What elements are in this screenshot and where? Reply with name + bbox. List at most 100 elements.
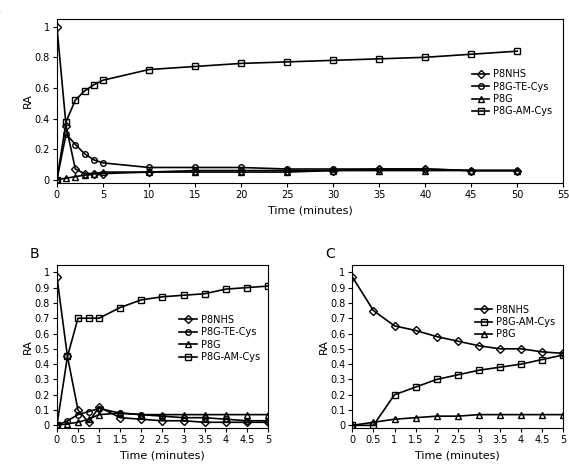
P8NHS [90, 171, 97, 177]
P8G [560, 412, 567, 417]
P8G-AM-Cys [284, 59, 291, 65]
P8G [349, 423, 356, 428]
P8G [455, 413, 461, 419]
P8G [53, 177, 60, 183]
P8NHS [63, 123, 69, 129]
P8G-AM-Cys [455, 372, 461, 377]
P8G-TE-Cys [265, 418, 271, 424]
P8G-AM-Cys [63, 119, 69, 124]
P8G-AM-Cys [514, 49, 521, 54]
P8G-TE-Cys [180, 415, 187, 420]
P8NHS [265, 419, 271, 425]
P8G [100, 169, 106, 175]
P8G-AM-Cys [96, 316, 102, 321]
P8G-TE-Cys [222, 416, 229, 422]
P8G-AM-Cys [539, 357, 546, 362]
P8G-AM-Cys [518, 361, 525, 367]
P8G [138, 412, 145, 417]
P8NHS [497, 346, 504, 352]
P8NHS [117, 415, 123, 420]
P8G [476, 412, 483, 417]
P8G [376, 168, 382, 173]
P8NHS [560, 350, 567, 356]
P8NHS [159, 418, 166, 424]
P8NHS [146, 169, 152, 175]
P8G [329, 168, 336, 173]
P8G-TE-Cys [72, 142, 79, 148]
P8G-TE-Cys [376, 166, 382, 172]
P8NHS [75, 407, 81, 413]
Line: P8G: P8G [54, 168, 520, 182]
P8G-TE-Cys [64, 418, 71, 424]
Line: P8NHS: P8NHS [54, 274, 271, 425]
P8G [539, 412, 546, 417]
P8G [159, 412, 166, 417]
P8G-AM-Cys [376, 56, 382, 62]
P8G-TE-Cys [422, 166, 428, 172]
P8G [81, 172, 88, 178]
Y-axis label: RA: RA [319, 339, 328, 354]
P8G [63, 175, 69, 181]
P8NHS [391, 323, 398, 329]
P8G-TE-Cys [192, 165, 199, 170]
P8G-TE-Cys [284, 166, 291, 172]
P8G-TE-Cys [117, 410, 123, 416]
P8G [222, 412, 229, 417]
P8NHS [222, 419, 229, 425]
P8NHS [476, 343, 483, 348]
P8NHS [468, 168, 475, 173]
P8G-AM-Cys [72, 97, 79, 103]
P8G [192, 169, 199, 175]
P8G [244, 412, 250, 417]
P8G [72, 174, 79, 179]
X-axis label: Time (minutes): Time (minutes) [268, 205, 352, 215]
P8NHS [96, 404, 102, 410]
P8G-AM-Cys [100, 78, 106, 83]
P8G-AM-Cys [192, 64, 199, 69]
P8G-AM-Cys [244, 285, 250, 290]
P8G-AM-Cys [329, 58, 336, 63]
Y-axis label: RA: RA [23, 93, 33, 109]
P8NHS [192, 168, 199, 173]
P8G-TE-Cys [81, 151, 88, 157]
P8G-TE-Cys [159, 413, 166, 419]
P8G-TE-Cys [201, 415, 208, 420]
P8NHS [539, 349, 546, 355]
P8G-AM-Cys [391, 392, 398, 397]
P8NHS [434, 334, 440, 339]
P8G-AM-Cys [138, 297, 145, 303]
Line: P8G-AM-Cys: P8G-AM-Cys [54, 283, 271, 428]
P8G [53, 423, 60, 428]
P8G-AM-Cys [476, 367, 483, 373]
P8G [514, 168, 521, 173]
P8G-TE-Cys [63, 131, 69, 137]
P8G-AM-Cys [201, 291, 208, 297]
P8G-AM-Cys [180, 292, 187, 298]
P8NHS [100, 171, 106, 177]
Legend: P8NHS, P8G-TE-Cys, P8G, P8G-AM-Cys: P8NHS, P8G-TE-Cys, P8G, P8G-AM-Cys [179, 314, 261, 363]
P8G [75, 419, 81, 425]
P8G-TE-Cys [85, 409, 92, 415]
P8G [180, 412, 187, 417]
P8NHS [329, 168, 336, 173]
P8G-AM-Cys [85, 316, 92, 321]
P8NHS [72, 166, 79, 172]
P8G-AM-Cys [117, 305, 123, 310]
P8G-TE-Cys [90, 157, 97, 163]
P8G [90, 171, 97, 177]
P8G-AM-Cys [422, 54, 428, 60]
P8G-AM-Cys [222, 286, 229, 292]
P8G-AM-Cys [370, 423, 377, 428]
P8NHS [455, 338, 461, 344]
P8G-AM-Cys [497, 364, 504, 370]
P8G-TE-Cys [146, 165, 152, 170]
P8NHS [64, 354, 71, 359]
P8G [468, 168, 475, 173]
P8G [422, 168, 428, 173]
P8G-AM-Cys [434, 377, 440, 382]
P8G-AM-Cys [81, 88, 88, 94]
P8G [265, 412, 271, 417]
P8G [518, 412, 525, 417]
Text: C: C [325, 248, 335, 261]
P8G-TE-Cys [514, 168, 521, 173]
